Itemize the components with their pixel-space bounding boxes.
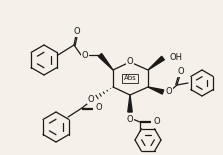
Text: O: O: [74, 27, 80, 36]
Text: O: O: [166, 88, 173, 97]
Text: O: O: [127, 58, 133, 66]
Text: O: O: [82, 51, 88, 60]
Text: O: O: [178, 67, 184, 77]
Text: O: O: [127, 115, 133, 124]
Text: O: O: [95, 104, 102, 113]
Text: O: O: [153, 117, 160, 126]
Polygon shape: [98, 54, 113, 70]
Polygon shape: [148, 56, 164, 70]
Text: O: O: [87, 95, 94, 104]
Text: OH: OH: [169, 53, 182, 62]
Text: Abs: Abs: [124, 75, 137, 82]
Polygon shape: [148, 87, 164, 94]
Polygon shape: [128, 95, 132, 112]
